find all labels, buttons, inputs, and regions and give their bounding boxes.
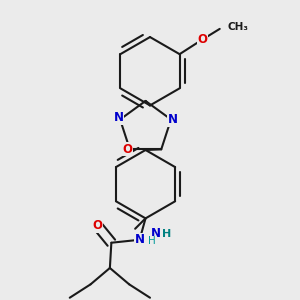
Text: O: O	[92, 219, 102, 232]
Text: CH₃: CH₃	[227, 22, 248, 32]
Text: N: N	[135, 233, 145, 246]
Text: O: O	[122, 143, 132, 156]
Text: N: N	[167, 113, 178, 126]
Text: N: N	[114, 112, 124, 124]
Text: N: N	[151, 227, 161, 240]
Text: H: H	[163, 229, 172, 239]
Text: O: O	[198, 33, 208, 46]
Text: H: H	[148, 236, 156, 246]
